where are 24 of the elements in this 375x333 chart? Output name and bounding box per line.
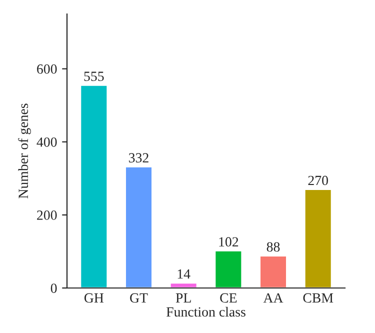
bar <box>214 250 243 288</box>
x-tick-label: AA <box>263 293 284 302</box>
x-tick-label: GT <box>130 293 148 303</box>
y-tick-label: 0 <box>50 284 57 293</box>
data-label: 88 <box>266 242 280 252</box>
bar <box>80 84 108 288</box>
x-tick-label: PL <box>176 293 191 302</box>
y-axis-title: Number of genes <box>18 104 31 198</box>
y-tick-label: 400 <box>36 137 57 147</box>
data-label: 555 <box>84 72 104 82</box>
data-label: 270 <box>308 176 328 186</box>
bar <box>304 188 332 288</box>
data-label: 332 <box>128 153 148 162</box>
data-label: 102 <box>219 237 238 247</box>
data-label: 14 <box>178 269 190 279</box>
y-tick-label: 600 <box>37 64 57 74</box>
bar <box>259 255 288 288</box>
x-tick-label: CBM <box>303 293 334 303</box>
x-axis-title: Function class <box>166 306 246 317</box>
x-tick-label: GH <box>84 293 104 303</box>
bar <box>124 166 153 288</box>
bar <box>169 282 198 288</box>
y-tick-label: 200 <box>37 210 57 220</box>
x-tick-label: CE <box>220 293 237 303</box>
